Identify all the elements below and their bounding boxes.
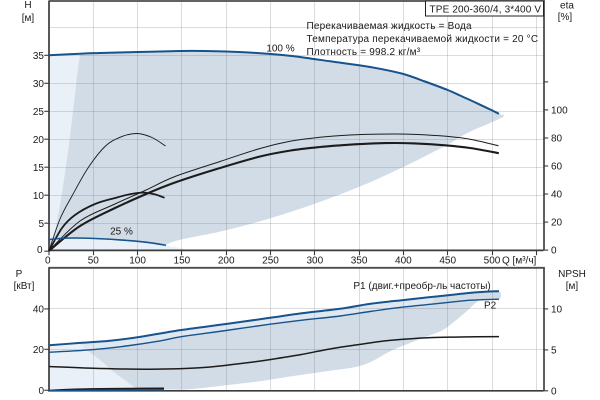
svg-text:60: 60 [551, 162, 563, 173]
svg-text:eta: eta [560, 1, 574, 12]
svg-text:5: 5 [551, 346, 557, 357]
svg-text:P: P [16, 269, 23, 280]
svg-text:Температура перекачиваемой жид: Температура перекачиваемой жидкости = 20… [307, 34, 539, 45]
svg-text:100: 100 [551, 106, 568, 117]
svg-text:TPE 200-360/4, 3*400 V: TPE 200-360/4, 3*400 V [430, 5, 542, 16]
svg-text:50: 50 [88, 256, 100, 267]
svg-text:0: 0 [551, 386, 557, 397]
svg-text:200: 200 [218, 256, 235, 267]
svg-text:Q [м³/ч]: Q [м³/ч] [502, 256, 537, 267]
svg-text:250: 250 [262, 256, 279, 267]
svg-text:[м]: [м] [566, 281, 579, 292]
svg-text:450: 450 [439, 256, 456, 267]
svg-text:20: 20 [33, 345, 45, 356]
svg-text:30: 30 [33, 79, 45, 90]
svg-text:0: 0 [37, 245, 43, 256]
svg-text:100 %: 100 % [266, 43, 294, 54]
svg-text:300: 300 [306, 256, 323, 267]
svg-text:400: 400 [395, 256, 412, 267]
svg-text:Перекачиваемая жидкость = Вода: Перекачиваемая жидкость = Вода [307, 21, 473, 32]
svg-text:[м]: [м] [22, 13, 35, 24]
svg-text:10: 10 [551, 305, 563, 316]
svg-text:0: 0 [38, 386, 44, 397]
svg-text:25: 25 [33, 107, 45, 118]
svg-text:80: 80 [551, 134, 563, 145]
svg-text:350: 350 [351, 256, 368, 267]
svg-text:40: 40 [551, 190, 563, 201]
svg-text:NPSH: NPSH [558, 269, 586, 280]
svg-text:20: 20 [33, 135, 45, 146]
svg-text:25 %: 25 % [110, 227, 133, 238]
svg-text:0: 0 [551, 246, 557, 257]
svg-text:P2: P2 [484, 300, 497, 311]
svg-text:0: 0 [45, 256, 51, 267]
svg-text:5: 5 [38, 219, 44, 230]
svg-text:H: H [24, 0, 31, 11]
svg-text:40: 40 [33, 305, 45, 316]
svg-text:500: 500 [484, 256, 501, 267]
svg-text:100: 100 [129, 256, 146, 267]
svg-text:[кВт]: [кВт] [14, 281, 35, 292]
svg-text:10: 10 [33, 191, 45, 202]
svg-text:15: 15 [33, 163, 45, 174]
svg-text:20: 20 [551, 218, 563, 229]
svg-text:Плотность = 998.2 кг/м³: Плотность = 998.2 кг/м³ [307, 47, 421, 58]
svg-text:[%]: [%] [558, 12, 573, 23]
svg-text:P1 (двиг.+преобр-ль частоты): P1 (двиг.+преобр-ль частоты) [353, 280, 490, 292]
svg-text:35: 35 [33, 51, 45, 62]
svg-text:150: 150 [174, 256, 191, 267]
